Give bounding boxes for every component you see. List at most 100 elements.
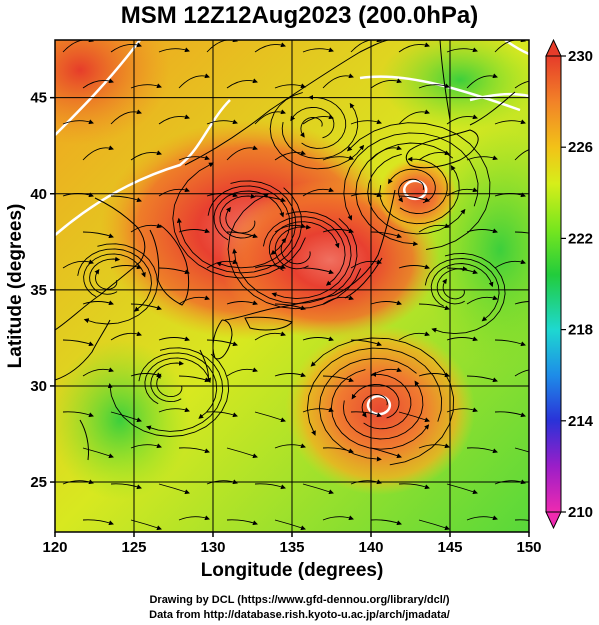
colorbar-upper-triangle (545, 38, 562, 57)
flow-streamline (110, 411, 142, 423)
x-tick-label: 150 (516, 539, 541, 556)
anticyclone-streamline (219, 193, 256, 239)
flow-streamline (370, 367, 402, 377)
coastline-segment (212, 319, 233, 360)
flow-streamline (398, 331, 430, 341)
flow-streamline (302, 47, 334, 53)
cyclone-streamline (351, 384, 400, 419)
anticyclone-streamline (156, 373, 183, 398)
flow-streamline (370, 519, 402, 526)
credit-dcl: Drawing by DCL (https://www.gfd-dennou.o… (149, 594, 450, 606)
flow-streamline (418, 372, 450, 378)
flow-streamline (62, 259, 94, 269)
flow-streamline (226, 519, 258, 526)
y-tick-label: 45 (30, 90, 47, 107)
flow-streamline (226, 447, 258, 459)
y-tick-label: 35 (30, 282, 47, 299)
flow-streamline (254, 264, 286, 270)
temperature-field (55, 40, 529, 532)
anticyclone-streamline (213, 190, 285, 241)
flow-streamline (418, 303, 450, 311)
flow-streamline (446, 114, 478, 125)
flow-streamline (494, 192, 526, 198)
flow-streamline (322, 295, 354, 305)
flow-streamline (446, 407, 478, 413)
flow-streamline (226, 300, 258, 306)
coastline-segment (55, 319, 111, 381)
coastlines (55, 40, 516, 461)
flow-streamline (254, 483, 286, 490)
flow-streamline (158, 187, 190, 197)
x-tick-label: 120 (42, 539, 67, 556)
cyclone-contour (402, 179, 428, 201)
flow-streamline (206, 339, 238, 347)
flow-streamline (254, 195, 286, 203)
flow-streamline (370, 145, 402, 161)
flow-streamline (206, 192, 238, 198)
anticyclone-streamline (442, 278, 465, 300)
coastline-segment (79, 419, 89, 461)
anticyclone-streamline (232, 218, 358, 305)
coastline-segment (405, 129, 479, 169)
flow-streamline (514, 369, 529, 377)
flow-streamline (514, 80, 529, 89)
flow-streamline (62, 339, 94, 347)
flow-streamline (494, 259, 526, 269)
contour-line (55, 99, 231, 236)
cyclone-streamline (299, 117, 323, 138)
anticyclone-streamline (83, 253, 146, 298)
contour-line (359, 75, 521, 112)
flow-streamline (302, 407, 334, 413)
flow-streamline (398, 411, 430, 423)
chart-title: MSM 12Z12Aug2023 (200.0hPa) (120, 2, 479, 29)
coastline-segment (149, 224, 190, 306)
anticyclone-streamline (145, 347, 224, 432)
anticyclone-streamline (271, 211, 352, 300)
y-axis-ticks: 25 30 35 40 45 (30, 90, 55, 491)
anticyclone-streamline (138, 352, 218, 419)
flow-streamline (350, 119, 382, 125)
flow-streamline (370, 231, 402, 239)
anticyclone-streamline (424, 258, 500, 322)
x-tick-label: 125 (121, 539, 146, 556)
y-tick-label: 40 (30, 186, 47, 203)
anticyclone-streamline (268, 221, 340, 271)
flow-streamline (350, 192, 382, 198)
flow-streamline (110, 483, 142, 490)
flow-streamline (466, 375, 498, 383)
coastline-segment (55, 197, 146, 331)
colorbar-tick-label: 226 (568, 139, 593, 156)
flow-streamline (418, 83, 450, 89)
flow-streamline (514, 301, 529, 305)
cyclone-streamline (367, 153, 466, 235)
cyclone-streamline (281, 102, 359, 160)
x-tick-label: 140 (358, 539, 383, 556)
x-tick-label: 135 (279, 539, 304, 556)
flow-streamline (418, 223, 450, 233)
flow-streamline (82, 145, 114, 161)
colorbar: 230 226 222 218 214 210 (545, 38, 594, 530)
flow-streamline (254, 109, 286, 125)
flow-streamline (446, 187, 478, 197)
colorbar-tick-label: 214 (568, 413, 594, 430)
flow-streamline (274, 83, 306, 89)
flow-streamline (302, 483, 334, 495)
flow-streamline (254, 331, 286, 341)
flow-streamline (206, 479, 238, 485)
cyclone-streamline (387, 168, 436, 204)
anticyclone-streamline (176, 187, 303, 274)
cyclone-streamline (361, 394, 388, 418)
flow-streamline (178, 73, 210, 89)
flow-streamline (370, 300, 402, 306)
flow-streamline (178, 228, 210, 234)
cyclone-streamline (290, 107, 335, 139)
contour-line (504, 40, 529, 56)
y-tick-label: 25 (30, 474, 47, 491)
flow-streamline (110, 264, 142, 270)
flow-streamline (514, 149, 529, 161)
anticyclone-streamline (280, 237, 311, 265)
temperature-contours (55, 40, 529, 416)
flow-streamline (62, 192, 94, 198)
wind-streamlines (62, 40, 529, 531)
